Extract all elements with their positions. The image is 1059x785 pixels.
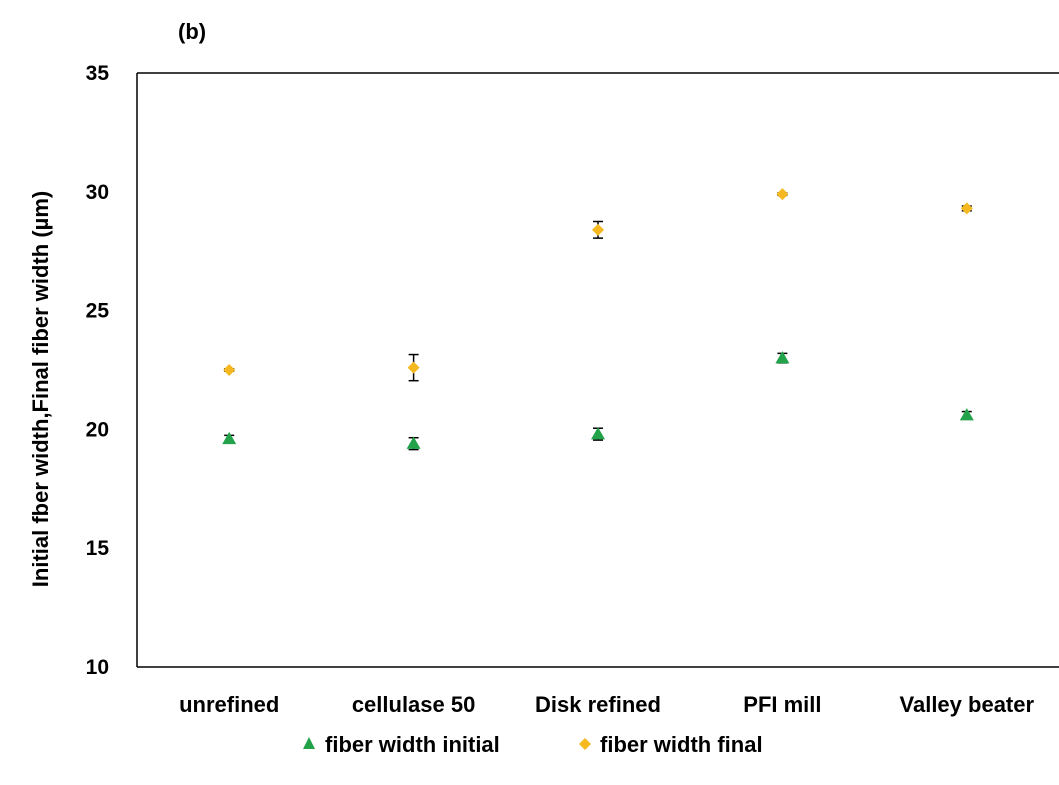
legend-label: fiber width initial bbox=[325, 732, 500, 757]
plot-area bbox=[136, 72, 1059, 668]
data-point-triangle bbox=[775, 351, 790, 364]
y-tick-label: 15 bbox=[86, 537, 110, 560]
data-point-triangle bbox=[406, 436, 421, 449]
legend: fiber width initial fiber width final bbox=[303, 732, 763, 757]
y-tick-label: 10 bbox=[86, 656, 109, 679]
legend-label: fiber width final bbox=[600, 732, 763, 757]
x-axis-categories: unrefined cellulase 50 Disk refined PFI mil… bbox=[179, 692, 1034, 717]
x-category-label: cellulase 50 bbox=[352, 692, 476, 717]
data-marks bbox=[222, 188, 974, 451]
data-point-diamond bbox=[960, 202, 973, 215]
data-point-diamond bbox=[776, 188, 789, 201]
series-final bbox=[223, 188, 973, 382]
data-point-diamond bbox=[407, 361, 420, 374]
y-tick-label: 25 bbox=[86, 300, 110, 323]
y-tick-label: 30 bbox=[86, 181, 109, 204]
data-point-triangle bbox=[222, 431, 237, 445]
x-category-label: Disk refined bbox=[535, 692, 661, 717]
x-category-label: Valley beater bbox=[900, 692, 1035, 717]
y-axis-title: Initial fber width,Final fiber width (µm… bbox=[28, 191, 53, 587]
y-axis-ticks: 10 15 20 25 30 35 bbox=[86, 62, 110, 679]
panel-label: (b) bbox=[178, 19, 206, 44]
series-initial bbox=[222, 351, 974, 451]
data-point-triangle bbox=[959, 408, 974, 421]
data-point-diamond bbox=[223, 364, 236, 376]
data-point-triangle bbox=[591, 427, 605, 440]
y-tick-label: 20 bbox=[86, 418, 109, 441]
data-point-diamond bbox=[592, 223, 604, 236]
y-tick-label: 35 bbox=[86, 62, 110, 85]
x-category-label: PFI mill bbox=[743, 692, 821, 717]
x-category-label: unrefined bbox=[179, 692, 279, 717]
legend-marker-triangle bbox=[303, 737, 315, 749]
legend-marker-diamond bbox=[579, 738, 591, 750]
